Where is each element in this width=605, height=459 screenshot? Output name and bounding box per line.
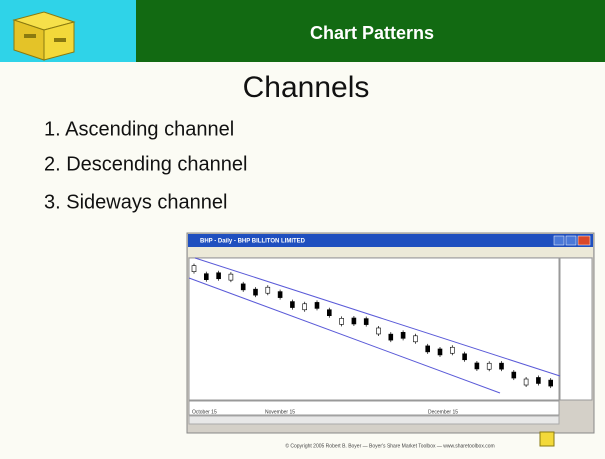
- candle-body: [254, 289, 258, 295]
- candle-body: [426, 346, 430, 352]
- header-title: Chart Patterns: [310, 23, 434, 43]
- candle-body: [315, 302, 319, 308]
- list-item: 3. Sideways channel: [44, 191, 227, 213]
- candle-body: [401, 332, 405, 338]
- candle-body: [290, 302, 294, 308]
- candle-body: [389, 334, 393, 340]
- candle-body: [327, 310, 331, 316]
- candle-body: [352, 318, 356, 324]
- window-title: BHP - Daily - BHP BILLITON LIMITED: [200, 239, 306, 245]
- plot-area: [189, 258, 559, 400]
- candle-body: [536, 377, 540, 383]
- minimize-button[interactable]: [554, 236, 564, 245]
- candle-body: [364, 319, 368, 325]
- month-label: October 15: [192, 409, 217, 415]
- chart-window: BHP - Daily - BHP BILLITON LIMITED Octob…: [187, 233, 594, 433]
- candle-body: [487, 363, 491, 369]
- candle-body: [217, 273, 221, 279]
- month-label: November 15: [265, 409, 295, 415]
- price-axis: [560, 258, 592, 400]
- small-icon: [540, 432, 554, 446]
- maximize-button[interactable]: [566, 236, 576, 245]
- scrollbar[interactable]: [189, 416, 559, 424]
- candle-body: [500, 363, 504, 369]
- candle-body: [377, 328, 381, 334]
- candle-body: [241, 284, 245, 290]
- candle-body: [340, 318, 344, 324]
- candle-body: [229, 274, 233, 280]
- month-label: December 15: [428, 409, 458, 415]
- candle-body: [413, 336, 417, 342]
- candle-body: [549, 380, 553, 386]
- date-axis: [189, 401, 559, 415]
- footer: © Copyright 2005 Robert B. Boyer — Boyer…: [285, 442, 494, 449]
- info-row: [188, 247, 593, 257]
- candle-body: [438, 349, 442, 355]
- candle-body: [463, 354, 467, 360]
- slide: Chart Patterns Channels 1. Ascending cha…: [0, 0, 605, 459]
- list-item: 1. Ascending channel: [44, 118, 234, 140]
- close-button[interactable]: [578, 236, 590, 245]
- candle-body: [278, 292, 282, 298]
- candle-body: [524, 379, 528, 385]
- candle-body: [450, 347, 454, 353]
- candle-body: [512, 372, 516, 378]
- candle-body: [192, 266, 196, 272]
- candle-body: [475, 363, 479, 369]
- candle-body: [303, 304, 307, 310]
- candle-body: [266, 287, 270, 293]
- list-item: 2. Descending channel: [44, 153, 247, 175]
- toolbox-icon: [14, 12, 74, 60]
- slide-title: Channels: [243, 71, 370, 104]
- candle-body: [204, 274, 208, 280]
